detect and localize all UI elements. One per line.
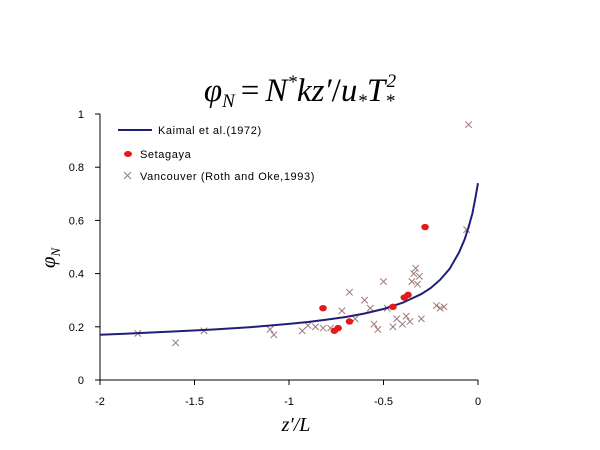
x-tick-label-4: 0: [475, 396, 481, 408]
legend-setagaya-label: Setagaya: [140, 149, 192, 161]
vancouver-point: [413, 280, 422, 288]
vancouver-point: [172, 339, 180, 347]
title-slash: /: [332, 73, 342, 109]
title-n: N: [264, 73, 289, 109]
vancouver-point: [398, 320, 406, 328]
vancouver-point: [464, 121, 473, 129]
title-phi: φ: [204, 73, 222, 109]
y-tick-label-3: 0.6: [69, 215, 84, 227]
vancouver-point: [374, 325, 382, 334]
vancouver-point: [270, 331, 278, 339]
legend-vancouver-swatch: [123, 171, 132, 180]
y-tick-label-0: 0: [78, 375, 84, 387]
setagaya-point: [389, 303, 397, 311]
title-kz: kz′: [297, 73, 332, 109]
title-t-sub: *: [385, 91, 395, 112]
vancouver-point: [402, 312, 410, 320]
setagaya-point: [421, 223, 429, 231]
chart-title: φN = N*kz′/u*T*2: [204, 71, 397, 112]
vancouver-point: [408, 278, 416, 286]
y-axis-label-main: φ: [36, 256, 60, 268]
title-u-sub: *: [357, 91, 367, 112]
x-ticks: -2 -1.5 -1 -0.5 0: [95, 380, 481, 408]
y-axis-label-sub: N: [48, 247, 63, 258]
vancouver-point: [311, 323, 320, 331]
legend-setagaya-swatch: [124, 151, 132, 157]
vancouver-point: [393, 315, 401, 323]
vancouver-point: [406, 317, 414, 326]
setagaya-point: [345, 318, 354, 325]
x-tick-label-0: -2: [95, 396, 105, 408]
title-n-sup: *: [287, 72, 297, 93]
vancouver-point: [436, 304, 444, 312]
vancouver-point: [379, 278, 388, 286]
vancouver-point: [389, 323, 397, 331]
x-tick-label-1: -1.5: [185, 396, 204, 408]
vancouver-point: [338, 307, 346, 315]
vancouver-point: [415, 272, 423, 280]
vancouver-point: [319, 324, 327, 332]
vancouver-point: [440, 303, 448, 311]
vancouver-point: [370, 320, 378, 328]
title-phi-sub: N: [221, 91, 236, 112]
vancouver-point: [432, 301, 440, 310]
legend-kaimal-label: Kaimal et al.(1972): [158, 125, 262, 137]
title-u: u: [341, 73, 358, 109]
setagaya-point: [334, 324, 342, 332]
vancouver-point: [304, 321, 312, 330]
y-tick-label-1: 0.2: [69, 322, 84, 334]
title-eq: =: [241, 73, 260, 109]
vancouver-point: [410, 270, 418, 278]
series-layer: [99, 121, 479, 347]
y-tick-label-2: 0.4: [69, 269, 84, 281]
vancouver-point: [412, 264, 420, 272]
legend: Kaimal et al.(1972) Setagaya Vancouver (…: [118, 125, 315, 183]
y-tick-label-4: 0.8: [69, 162, 84, 174]
x-tick-label-3: -0.5: [374, 396, 393, 408]
vancouver-point: [366, 304, 374, 312]
y-tick-label-5: 1: [78, 109, 84, 121]
x-axis-label: z′/L: [281, 414, 311, 436]
vancouver-point: [417, 315, 425, 323]
vancouver-point: [298, 327, 306, 335]
y-ticks: 0 0.2 0.4 0.6 0.8 1: [69, 109, 100, 387]
vancouver-point: [266, 325, 274, 334]
kaimal-curve: [99, 182, 479, 336]
vancouver-point: [345, 288, 354, 296]
title-t-sup: 2: [387, 71, 397, 92]
setagaya-point: [404, 291, 412, 299]
vancouver-point: [361, 296, 369, 304]
title-t: T: [367, 73, 388, 109]
legend-vancouver-label: Vancouver (Roth and Oke,1993): [140, 171, 315, 183]
x-tick-label-2: -1: [284, 396, 294, 408]
y-axis-label: φN: [36, 247, 63, 269]
setagaya-point: [319, 304, 327, 312]
